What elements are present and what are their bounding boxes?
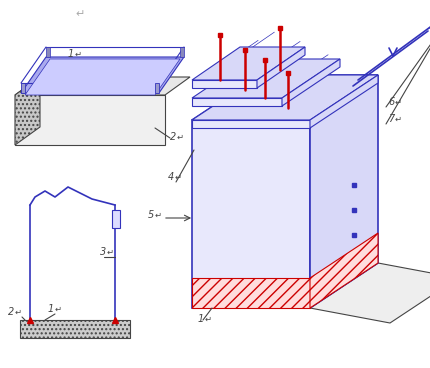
Text: 3: 3 [100, 247, 106, 257]
Text: 7: 7 [388, 114, 394, 124]
Polygon shape [15, 77, 40, 145]
Polygon shape [282, 59, 340, 106]
Polygon shape [310, 75, 378, 308]
Text: 2: 2 [170, 132, 176, 142]
Polygon shape [192, 47, 305, 80]
Polygon shape [192, 75, 378, 120]
Polygon shape [192, 98, 282, 106]
Text: ↵: ↵ [107, 248, 114, 257]
Polygon shape [15, 95, 165, 145]
Text: ↵: ↵ [177, 133, 184, 142]
Polygon shape [20, 320, 130, 338]
Polygon shape [15, 77, 190, 95]
Polygon shape [192, 278, 310, 308]
Text: ↵: ↵ [395, 98, 402, 107]
Polygon shape [25, 59, 180, 95]
Polygon shape [310, 233, 378, 308]
Polygon shape [192, 120, 310, 128]
Text: 4: 4 [168, 172, 174, 182]
Polygon shape [257, 47, 305, 88]
Polygon shape [21, 83, 25, 93]
Text: 1: 1 [68, 49, 74, 59]
Polygon shape [192, 263, 378, 308]
Polygon shape [192, 59, 340, 98]
Text: ↵: ↵ [55, 305, 62, 314]
Polygon shape [310, 75, 378, 128]
Text: ↵: ↵ [75, 9, 84, 19]
Text: 1: 1 [198, 314, 204, 324]
Polygon shape [21, 57, 184, 93]
Text: ↵: ↵ [75, 50, 82, 59]
Text: 6: 6 [388, 97, 394, 107]
Polygon shape [112, 210, 120, 228]
Polygon shape [180, 47, 184, 57]
Text: ↵: ↵ [205, 315, 212, 324]
Text: ↵: ↵ [15, 308, 22, 317]
Polygon shape [310, 263, 430, 323]
Text: 5: 5 [148, 210, 154, 220]
Polygon shape [192, 120, 310, 308]
Polygon shape [46, 47, 50, 57]
Text: ↵: ↵ [155, 211, 162, 220]
Text: ↵: ↵ [175, 173, 182, 182]
Text: ↵: ↵ [395, 115, 402, 124]
Polygon shape [192, 75, 378, 120]
Polygon shape [155, 83, 159, 93]
Polygon shape [192, 80, 257, 88]
Text: 1: 1 [48, 304, 54, 314]
Text: 2: 2 [8, 307, 14, 317]
